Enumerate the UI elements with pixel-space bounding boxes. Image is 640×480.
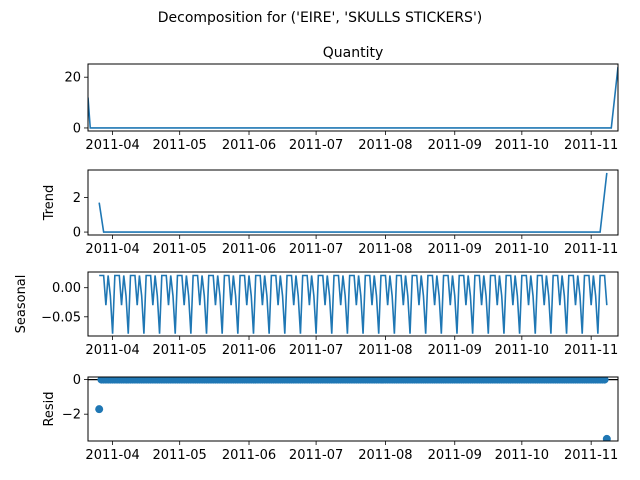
y-tick-label: −0.05 — [41, 310, 81, 325]
x-tick-label: 2011-10 — [495, 242, 549, 257]
series-line-quantity — [88, 66, 618, 129]
x-tick-label: 2011-08 — [358, 343, 412, 358]
y-axis-label: Seasonal — [14, 275, 29, 334]
x-tick-label: 2011-05 — [153, 242, 207, 257]
x-tick-label: 2011-06 — [222, 448, 276, 463]
x-tick-label: 2011-09 — [428, 448, 482, 463]
x-tick-label: 2011-07 — [289, 242, 343, 257]
y-tick-label: 0 — [73, 121, 81, 136]
axes-frame — [87, 63, 619, 132]
x-tick-label: 2011-10 — [495, 343, 549, 358]
x-tick-label: 2011-07 — [289, 343, 343, 358]
subplot-panels: 2011-04 2011-05 2011-06 2011-07 2011-08 2011-… — [14, 45, 619, 463]
x-tick-label: 2011-06 — [222, 343, 276, 358]
axes-frame — [87, 271, 619, 337]
resid-outlier-point — [602, 434, 611, 441]
y-tick-label: 0 — [73, 373, 81, 388]
x-tick-label: 2011-05 — [153, 448, 207, 463]
y-tick-label: −2 — [62, 408, 81, 423]
y-tick-label: 0.00 — [52, 281, 81, 296]
x-tick-label: 2011-06 — [222, 138, 276, 153]
x-tick-label: 2011-08 — [358, 448, 412, 463]
subplot-2: 2011-04 2011-05 2011-06 2011-07 2011-08 2011-… — [42, 169, 619, 257]
x-tick-label: 2011-09 — [428, 343, 482, 358]
x-tick-label: 2011-10 — [495, 138, 549, 153]
x-tick-label: 2011-06 — [222, 242, 276, 257]
x-tick-label: 2011-08 — [358, 242, 412, 257]
plot-area — [88, 66, 618, 129]
x-tick-label: 2011-07 — [289, 448, 343, 463]
figure-title: Decomposition for ('EIRE', 'SKULLS STICK… — [158, 10, 483, 26]
x-tick-label: 2011-10 — [495, 448, 549, 463]
y-tick-label: 0 — [73, 226, 81, 241]
x-tick-label: 2011-04 — [85, 138, 139, 153]
x-tick-label: 2011-05 — [153, 138, 207, 153]
x-tick-label: 2011-05 — [153, 343, 207, 358]
x-tick-label: 2011-08 — [358, 138, 412, 153]
x-tick-label: 2011-11 — [564, 448, 618, 463]
y-tick-label: 2 — [73, 191, 81, 206]
series-line-seasonal — [99, 274, 608, 334]
x-tick-label: 2011-11 — [564, 242, 618, 257]
resid-point — [600, 377, 609, 384]
subplot-1: 2011-04 2011-05 2011-06 2011-07 2011-08 2011-… — [64, 45, 619, 153]
x-tick-label: 2011-11 — [564, 343, 618, 358]
subplot-3: 2011-04 2011-05 2011-06 2011-07 2011-08 2011-… — [14, 271, 619, 358]
x-tick-label: 2011-04 — [85, 343, 139, 358]
subplot-title: Quantity — [323, 45, 384, 61]
y-axis-label: Resid — [42, 391, 57, 426]
x-tick-label: 2011-07 — [289, 138, 343, 153]
plot-area — [98, 172, 608, 233]
axes-frame — [87, 169, 619, 236]
x-tick-label: 2011-11 — [564, 138, 618, 153]
plot-area — [99, 274, 608, 334]
x-tick-label: 2011-09 — [428, 138, 482, 153]
axes-frame — [87, 376, 619, 442]
x-tick-label: 2011-04 — [85, 448, 139, 463]
y-tick-label: 20 — [64, 71, 81, 86]
x-tick-label: 2011-04 — [85, 242, 139, 257]
plot-area — [88, 377, 618, 441]
x-tick-label: 2011-09 — [428, 242, 482, 257]
resid-outlier-point — [95, 405, 104, 414]
subplot-4: 2011-04 2011-05 2011-06 2011-07 2011-08 2011-… — [42, 373, 619, 463]
y-axis-label: Trend — [42, 185, 57, 222]
series-line-trend — [98, 172, 608, 233]
